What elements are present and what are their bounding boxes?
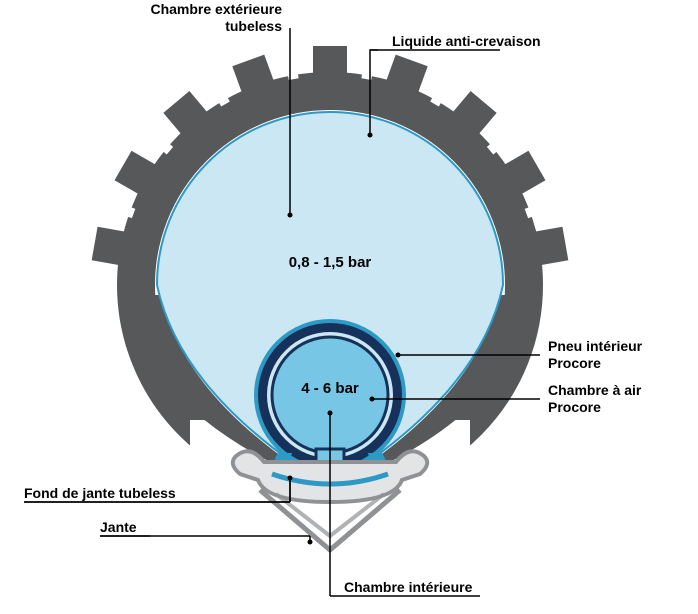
inner-pressure-label: 4 - 6 bar [301,380,359,397]
label-fond: Fond de jante tubeless [24,485,176,501]
label-chambre-air: Chambre à airProcore [548,382,642,415]
label-liquide: Liquide anti-crevaison [392,33,541,49]
label-chambre-int: Chambre intérieure [344,579,473,595]
label-pneu-int: Pneu intérieurProcore [548,338,643,371]
label-chambre-ext: Chambre extérieuretubeless [150,1,282,34]
outer-pressure-label: 0,8 - 1,5 bar [289,254,372,271]
label-jante: Jante [100,519,137,535]
